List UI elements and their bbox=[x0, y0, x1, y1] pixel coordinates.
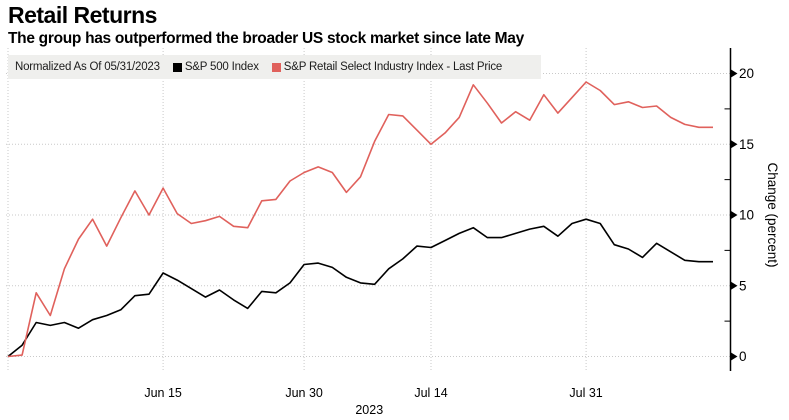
y-tick-label: 0 bbox=[739, 349, 747, 364]
legend-normalized: Normalized As Of 05/31/2023 bbox=[15, 61, 160, 73]
y-tick-arrow-icon bbox=[731, 140, 738, 149]
x-tick-label: Jul 31 bbox=[569, 386, 602, 400]
series-line-1 bbox=[7, 81, 713, 358]
x-axis-year-label: 2023 bbox=[355, 403, 383, 417]
x-tick-label: Jul 14 bbox=[414, 386, 447, 400]
y-tick-label: 20 bbox=[739, 66, 754, 81]
y-tick-arrow-icon bbox=[731, 352, 738, 361]
y-tick-arrow-icon bbox=[731, 281, 738, 290]
y-tick-label: 5 bbox=[739, 278, 747, 293]
x-tick-label: Jun 30 bbox=[285, 386, 323, 400]
y-axis-title: Change (percent) bbox=[765, 162, 780, 267]
legend-retail-label: S&P Retail Select Industry Index - Last … bbox=[283, 61, 503, 73]
y-tick-label: 10 bbox=[739, 208, 754, 223]
page-title: Retail Returns bbox=[8, 2, 157, 28]
legend-normalized-label: Normalized As Of 05/31/2023 bbox=[15, 61, 160, 73]
y-tick-arrow-icon bbox=[731, 69, 738, 78]
chart-legend: Normalized As Of 05/31/2023 S&P 500 Inde… bbox=[8, 55, 541, 79]
x-tick-label: Jun 15 bbox=[144, 386, 182, 400]
sp500-swatch-icon bbox=[172, 62, 182, 72]
legend-item-retail: S&P Retail Select Industry Index - Last … bbox=[271, 61, 503, 73]
retail-swatch-icon bbox=[271, 62, 281, 72]
series-line-0 bbox=[7, 218, 713, 358]
legend-sp500-label: S&P 500 Index bbox=[184, 61, 259, 73]
y-tick-arrow-icon bbox=[731, 211, 738, 219]
y-tick-label: 15 bbox=[739, 137, 754, 152]
chart-subtitle: The group has outperformed the broader U… bbox=[8, 30, 524, 47]
legend-item-sp500: S&P 500 Index bbox=[172, 61, 259, 73]
